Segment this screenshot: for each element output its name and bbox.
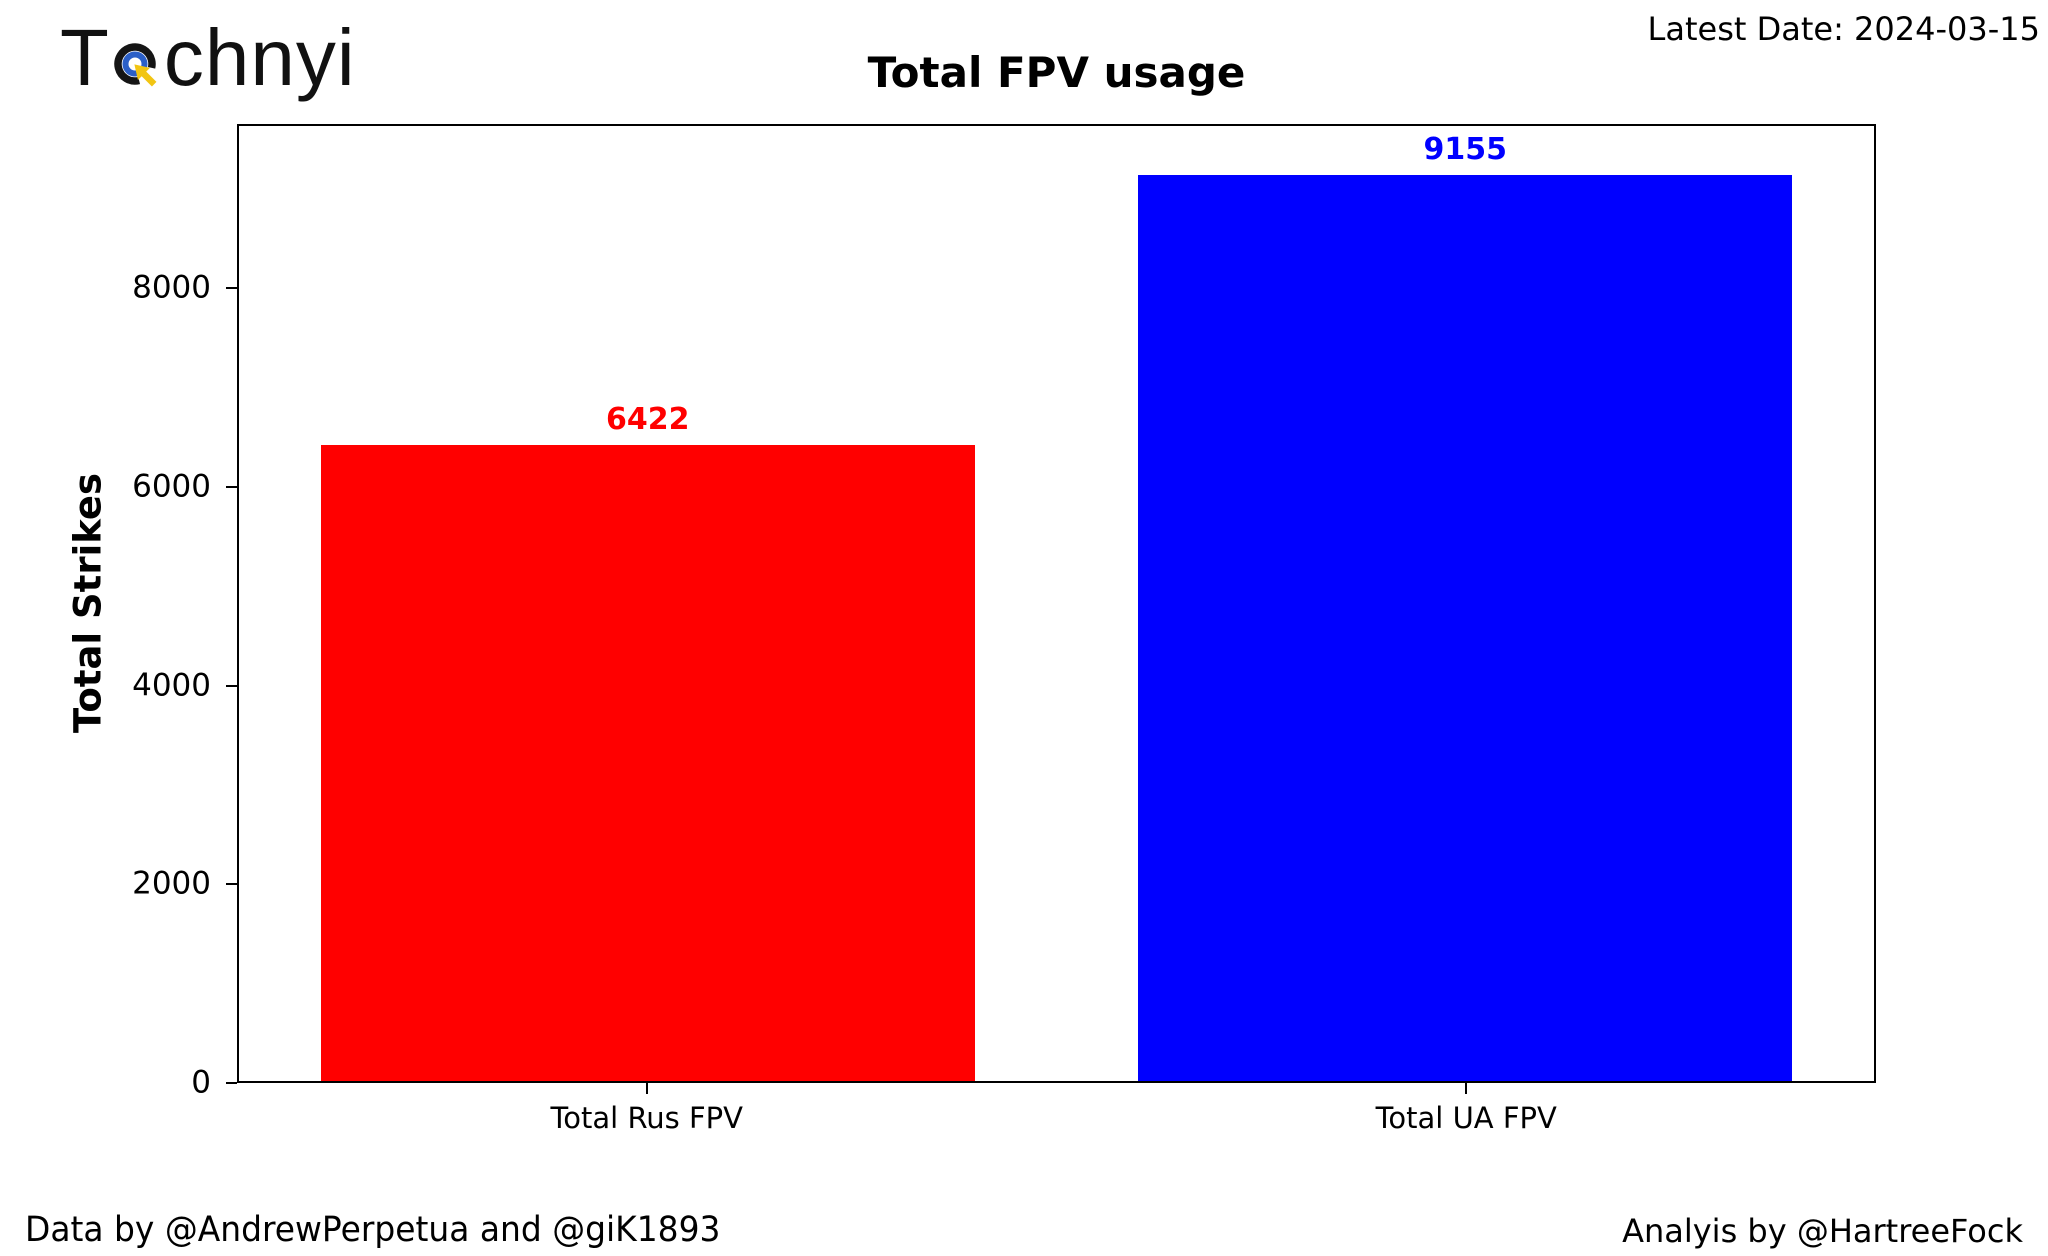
y-tick-mark-2000 [226, 883, 237, 886]
y-tick-mark-4000 [226, 684, 237, 687]
bar-value-label-0: 6422 [606, 402, 690, 438]
logo-text-post: chnyi [163, 13, 356, 102]
y-tick-mark-6000 [226, 485, 237, 488]
y-axis: 0 2000 4000 6000 8000 [0, 124, 237, 1098]
plot-area: 6422 9155 [237, 124, 1876, 1083]
chart-title: Total FPV usage [867, 48, 1246, 97]
bar-1 [1138, 175, 1793, 1081]
x-tick-mark-1 [1465, 1083, 1468, 1094]
x-tick-mark-0 [645, 1083, 648, 1094]
y-tick-label-8000: 8000 [132, 269, 211, 306]
bar-value-label-1: 9155 [1423, 132, 1508, 167]
logo-text-pre: T [60, 13, 110, 102]
y-tick-label-0: 0 [191, 1064, 211, 1101]
y-tick-mark-8000 [226, 286, 237, 289]
bar-0 [320, 445, 975, 1081]
latest-date-label: Latest Date: 2024-03-15 [1647, 10, 2040, 48]
footer-analysis-credit: Analyis by @HartreeFock [1622, 1212, 2023, 1250]
y-tick-label-6000: 6000 [132, 468, 211, 505]
y-tick-label-2000: 2000 [132, 865, 211, 902]
footer-data-credit: Data by @AndrewPerpetua and @giK1893 [25, 1210, 721, 1250]
logo: T chnyi [60, 14, 356, 104]
logo-target-cursor-icon [114, 43, 157, 87]
y-tick-label-4000: 4000 [132, 667, 211, 703]
y-tick-mark-0 [226, 1082, 237, 1084]
x-tick-label-0: Total Rus FPV [550, 1101, 744, 1135]
x-axis: Total Rus FPV Total UA FPV [237, 1083, 1876, 1153]
x-tick-label-1: Total UA FPV [1375, 1101, 1557, 1135]
